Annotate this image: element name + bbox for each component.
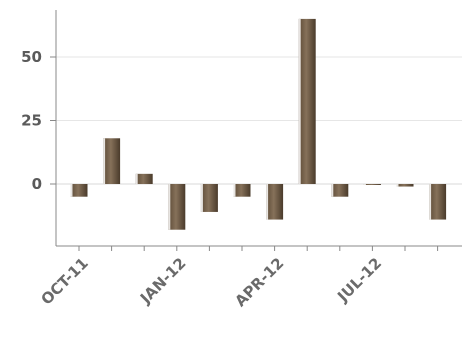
bar <box>266 184 284 220</box>
y-tick-labels: 0 25 50 <box>21 48 42 193</box>
bar-fill <box>331 184 349 197</box>
bar-fill <box>429 184 447 220</box>
bar <box>233 184 251 197</box>
y-tick-label: 25 <box>21 112 42 130</box>
bar <box>363 184 381 185</box>
bar <box>70 184 88 197</box>
bar-highlight <box>200 184 203 212</box>
bar <box>429 184 447 220</box>
bar <box>135 173 153 184</box>
bar <box>103 138 121 184</box>
bar-highlight <box>233 184 236 197</box>
x-tick-label: JUL-12 <box>333 254 385 306</box>
bar-highlight <box>168 184 171 230</box>
x-tick-label: JAN-12 <box>136 254 190 308</box>
bar-fill <box>298 18 316 185</box>
bar-highlight <box>396 184 399 187</box>
bar-highlight <box>103 138 106 184</box>
y-tick-label: 50 <box>21 48 42 66</box>
bars <box>70 18 447 230</box>
bar-highlight <box>429 184 432 220</box>
axes <box>50 10 462 251</box>
bar-fill <box>396 184 414 187</box>
x-tick-label: OCT-11 <box>37 254 91 308</box>
bar-highlight <box>331 184 334 197</box>
bar <box>168 184 186 230</box>
grid-lines <box>56 56 462 185</box>
x-tick-labels: OCT-11 JAN-12 APR-12 JUL-12 <box>37 254 385 310</box>
bar-highlight <box>70 184 73 197</box>
x-tick-label: APR-12 <box>231 254 287 310</box>
y-tick-label: 0 <box>32 175 42 193</box>
bar <box>298 18 316 185</box>
bar-fill <box>363 184 381 185</box>
bar-fill <box>103 138 121 184</box>
bar-fill <box>70 184 88 197</box>
bar-highlight <box>363 184 366 185</box>
bar <box>331 184 349 197</box>
bar-highlight <box>266 184 269 220</box>
bar-fill <box>200 184 218 212</box>
bar-fill <box>233 184 251 197</box>
bar-highlight <box>298 18 301 185</box>
bar <box>200 184 218 212</box>
bar-fill <box>135 173 153 184</box>
bar-highlight <box>135 173 138 184</box>
bar-fill <box>266 184 284 220</box>
bar <box>396 184 414 187</box>
bar-fill <box>168 184 186 230</box>
